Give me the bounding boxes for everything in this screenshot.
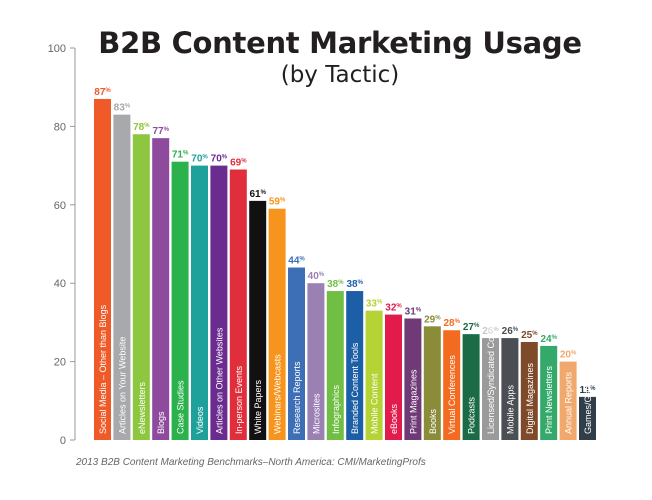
y-tick-label: 0 <box>60 435 66 447</box>
bar <box>423 326 441 440</box>
category-label: White Papers <box>253 379 263 434</box>
category-label: Games/Gamification <box>583 352 593 434</box>
category-label: Research Reports <box>292 361 302 434</box>
category-label: Books <box>428 408 438 434</box>
bar-value-label: 28% <box>443 318 460 329</box>
bar-value-label: 29% <box>424 314 441 325</box>
bar-value-label: 44% <box>288 256 305 267</box>
bar-value-label: 87% <box>94 87 111 98</box>
bar <box>326 291 344 440</box>
category-label: Mobile Apps <box>505 384 515 434</box>
bar-value-label: 61% <box>249 189 266 200</box>
chart-title: B2B Content Marketing Usage <box>98 26 582 60</box>
bar-value-label: 25% <box>521 330 538 341</box>
bar <box>501 338 519 440</box>
bar-value-label: 33% <box>366 299 383 310</box>
bar-value-label: 38% <box>346 279 363 290</box>
bar <box>404 318 422 440</box>
y-tick-label: 40 <box>54 278 66 290</box>
category-label: Annual Reports <box>564 371 574 434</box>
bar <box>210 165 228 440</box>
y-tick-label: 60 <box>54 200 66 212</box>
bar-value-label: 69% <box>230 158 247 169</box>
category-label: eNewsletters <box>137 381 147 434</box>
bar-value-label: 77% <box>152 126 169 137</box>
bar <box>365 310 383 440</box>
bar <box>579 396 596 440</box>
category-label: Articles on Your Website <box>117 337 127 434</box>
y-tick-label: 80 <box>54 121 66 133</box>
bar <box>229 169 247 440</box>
category-label: Case Studies <box>176 380 186 434</box>
category-label: Branded Content Tools <box>350 342 360 434</box>
bar <box>462 334 480 440</box>
category-label: Webinars/Webcasts <box>273 354 283 434</box>
bar-value-label: 38% <box>327 279 344 290</box>
bar-value-label: 32% <box>385 303 402 314</box>
bar <box>559 361 577 440</box>
source-note: 2013 B2B Content Marketing Benchmarks–No… <box>76 457 426 468</box>
bar <box>540 345 558 440</box>
bar <box>520 342 538 440</box>
chart-subtitle: (by Tactic) <box>280 62 400 88</box>
bar <box>482 338 499 440</box>
category-label: Print Newsletters <box>544 365 554 434</box>
bar-value-label: 70% <box>211 154 228 165</box>
bar <box>113 114 131 440</box>
category-label: Infographics <box>331 384 341 434</box>
bar <box>288 267 305 440</box>
category-label: Podcasts <box>467 396 477 434</box>
category-label: Virtual Conferences <box>447 355 457 434</box>
bar <box>443 330 461 440</box>
category-label: Videos <box>195 406 205 434</box>
bar-value-label: 24% <box>540 334 557 345</box>
bar-value-label: 59% <box>269 197 286 208</box>
bar <box>268 208 286 440</box>
bar-value-label: 11% <box>580 385 597 396</box>
category-label: Licensed/Syndicated Content <box>486 316 496 434</box>
bar-value-label: 70% <box>191 154 208 165</box>
bar <box>191 165 208 440</box>
category-label: Mobile Content <box>370 373 380 434</box>
bar-value-label: 31% <box>405 306 422 317</box>
category-label: Print Magazines <box>408 369 418 434</box>
category-label: In-person Events <box>234 365 244 434</box>
bar-value-label: 20% <box>560 350 577 361</box>
y-tick-label: 20 <box>54 357 66 369</box>
y-tick-label: 100 <box>48 43 66 55</box>
bar-value-label: 27% <box>463 322 480 333</box>
category-label: Social Media – Other than Blogs <box>98 304 108 434</box>
bar <box>171 161 189 440</box>
bar <box>152 138 170 440</box>
category-label: eBooks <box>389 403 399 434</box>
bar-value-label: 78% <box>133 122 150 133</box>
bar <box>94 98 111 441</box>
category-label: Microsites <box>311 393 321 434</box>
bar <box>385 314 402 440</box>
bar <box>307 283 325 440</box>
category-label: Digital Magazines <box>525 362 535 434</box>
category-label: Articles on Other Websites <box>214 327 224 434</box>
bar <box>249 200 267 440</box>
bar-value-label: 83% <box>114 103 131 114</box>
bar-value-label: 40% <box>308 271 325 282</box>
bar-value-label: 26% <box>502 326 519 337</box>
bar-value-label: 26% <box>482 326 499 337</box>
bar-value-label: 71% <box>172 150 189 161</box>
bar <box>132 134 150 441</box>
bar <box>346 291 364 440</box>
category-label: Blogs <box>156 411 166 434</box>
